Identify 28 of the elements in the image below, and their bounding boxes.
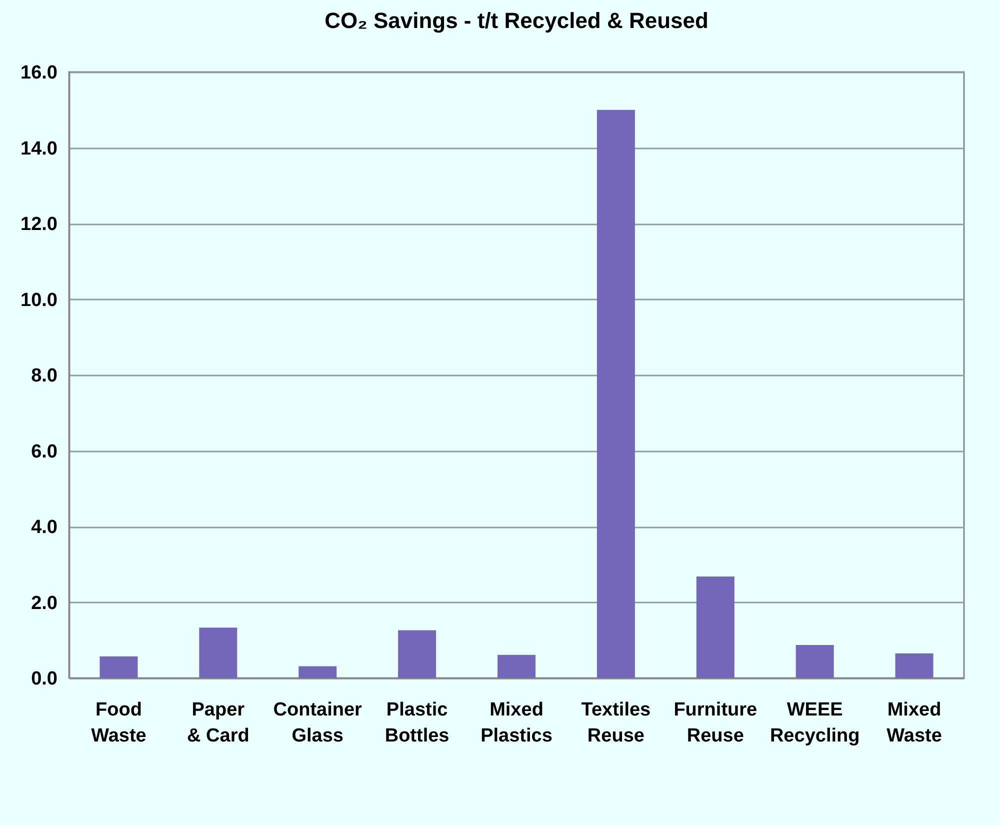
y-tick-label: 14.0 [20, 138, 58, 160]
bar [596, 110, 635, 678]
y-tick-label: 12.0 [20, 214, 58, 235]
bar [895, 653, 934, 678]
x-tick-label: Container Glass [273, 700, 363, 746]
bar [100, 656, 138, 678]
x-tick-label: Textiles Reuse [581, 700, 651, 746]
bar [498, 654, 536, 678]
y-tick-label: 10.0 [20, 290, 58, 311]
bar [398, 630, 436, 678]
y-tick-label: 4.0 [31, 517, 58, 538]
y-tick-label: 16.0 [20, 62, 58, 84]
bar [696, 576, 734, 678]
x-tick-label: Paper & Card [187, 700, 250, 746]
y-tick-label: 0.0 [31, 668, 58, 690]
bar [796, 645, 834, 678]
x-tick-label: Mixed Plastics [480, 700, 552, 746]
y-tick-label: 2.0 [31, 592, 58, 614]
y-tick-label: 8.0 [31, 366, 58, 386]
y-tick-label: 6.0 [31, 441, 58, 462]
x-tick-label: Plastic Bottles [384, 700, 450, 746]
bar [199, 628, 238, 678]
x-tick-label: Mixed Waste [886, 700, 942, 746]
x-tick-label: Food Waste [91, 700, 146, 746]
x-tick-label: Furniture Reuse [674, 700, 758, 746]
bar [298, 666, 337, 678]
chart-title: CO₂ Savings - t/t Recycled & Reused [324, 8, 708, 33]
x-tick-label: WEEE Recycling [770, 700, 860, 746]
